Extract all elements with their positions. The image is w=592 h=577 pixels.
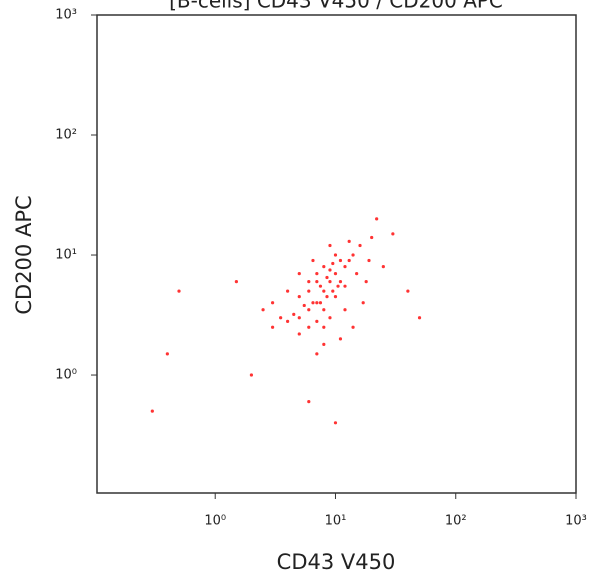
point <box>338 337 343 341</box>
point <box>307 308 311 312</box>
chart-title: [B-cells] CD43 V450 / CD200 APC <box>169 0 503 13</box>
point <box>177 289 181 293</box>
point <box>338 280 343 284</box>
point <box>333 272 338 276</box>
point <box>336 284 340 288</box>
point <box>325 295 329 299</box>
point <box>333 253 338 257</box>
y-tick-label: 10¹ <box>55 248 77 263</box>
point <box>261 308 265 312</box>
point <box>318 284 323 288</box>
point <box>333 421 338 425</box>
point <box>347 258 351 263</box>
point <box>358 243 362 248</box>
point <box>328 280 332 284</box>
point <box>328 243 332 248</box>
x-tick-label: 10³ <box>565 514 587 529</box>
point <box>297 332 301 336</box>
point <box>351 325 355 329</box>
point <box>406 289 410 293</box>
point <box>322 342 326 346</box>
point <box>297 272 301 276</box>
point <box>315 352 319 356</box>
point <box>328 316 332 320</box>
point <box>361 301 365 305</box>
point <box>315 272 319 276</box>
point <box>322 289 326 293</box>
point <box>297 295 301 299</box>
points <box>150 217 422 425</box>
y-axis-label: CD200 APC <box>12 195 36 314</box>
point <box>328 268 332 272</box>
point <box>315 301 319 305</box>
y-tick-label: 10⁰ <box>55 368 77 383</box>
point <box>333 295 338 299</box>
point <box>270 325 275 329</box>
point <box>307 400 311 404</box>
point <box>322 308 326 312</box>
point <box>367 258 371 263</box>
point <box>331 261 335 266</box>
point <box>322 325 326 329</box>
point <box>297 316 301 320</box>
point <box>318 301 323 305</box>
point <box>331 289 335 293</box>
x-tick-label: 10¹ <box>325 514 347 529</box>
point <box>311 301 315 305</box>
point <box>292 312 296 317</box>
point <box>351 253 355 257</box>
point <box>249 373 254 377</box>
point <box>165 352 169 356</box>
y-tick-label: 10² <box>55 128 77 143</box>
point <box>391 232 395 236</box>
point <box>343 308 347 312</box>
point <box>234 280 238 284</box>
y-tick-label: 10³ <box>55 8 77 23</box>
point <box>343 284 347 288</box>
point <box>311 258 315 263</box>
x-tick-label: 10² <box>445 514 467 529</box>
point <box>270 301 275 305</box>
point <box>338 258 343 263</box>
point <box>307 280 311 284</box>
point <box>417 316 422 320</box>
point <box>315 319 319 323</box>
point <box>355 272 359 276</box>
point <box>150 409 154 413</box>
point <box>347 239 351 243</box>
point <box>322 265 326 269</box>
point <box>307 289 311 293</box>
plot-frame <box>96 14 577 494</box>
point <box>302 303 306 308</box>
point <box>343 265 347 269</box>
x-tick-label: 10⁰ <box>204 514 226 529</box>
point <box>286 319 290 323</box>
point <box>279 316 283 320</box>
point <box>315 280 319 284</box>
point <box>364 280 368 284</box>
point <box>381 265 385 269</box>
point <box>370 235 374 240</box>
point <box>375 217 379 221</box>
point <box>325 275 329 280</box>
x-axis-label: CD43 V450 <box>277 550 396 574</box>
point <box>286 289 290 293</box>
point <box>307 325 311 329</box>
